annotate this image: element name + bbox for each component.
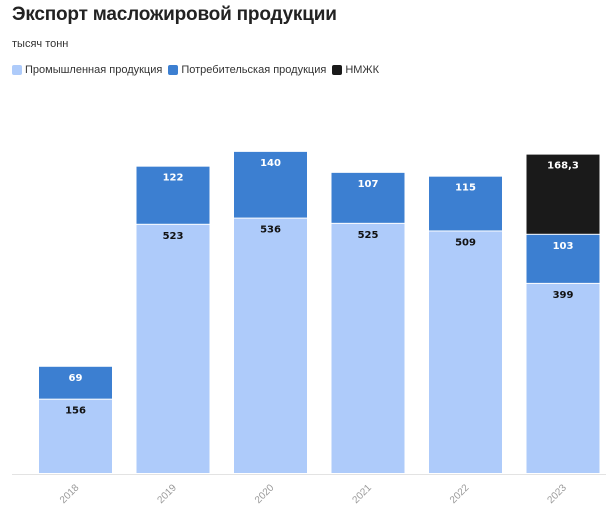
legend-item-industrial: Промышленная продукция [12,64,162,76]
x-tick-label-2022: 2022 [448,482,472,506]
data-label-nmzhk-2023: 168,3 [547,161,579,172]
bar-industrial-2018 [39,399,112,473]
x-tick-label-2020: 2020 [253,482,277,506]
legend-item-nmzhk: НМЖК [332,64,379,76]
data-label-consumer-2020: 140 [260,158,281,169]
legend-swatch-consumer [168,65,179,75]
data-label-industrial-2018: 156 [65,406,86,417]
bar-consumer-2021 [331,172,405,223]
data-label-consumer-2021: 107 [358,179,379,190]
bar-nmzhk-2023 [526,154,600,234]
data-label-consumer-2023: 103 [553,241,574,252]
legend-item-consumer: Потребительская продукция [168,64,326,76]
data-label-consumer-2022: 115 [455,183,476,194]
data-label-industrial-2021: 525 [358,230,379,241]
x-tick-label-2021: 2021 [350,482,374,506]
data-label-consumer-2018: 69 [69,373,83,384]
bar-consumer-2018 [39,366,112,399]
bar-consumer-2022 [429,176,502,231]
data-label-industrial-2022: 509 [455,237,476,248]
bar-industrial-2021 [331,223,405,473]
chart-legend: Промышленная продукция Потребительская п… [12,64,385,76]
chart-title: Экспорт масложировой продукции [12,4,337,25]
x-tick-label-2019: 2019 [155,482,179,506]
bar-industrial-2019 [136,224,210,473]
bar-industrial-2022 [429,231,502,473]
legend-label-nmzhk: НМЖК [345,64,379,76]
bar-industrial-2023 [526,283,600,473]
legend-label-industrial: Промышленная продукция [25,64,163,76]
data-label-industrial-2023: 399 [553,290,574,301]
legend-label-consumer: Потребительская продукция [181,64,327,76]
legend-swatch-industrial [12,65,22,75]
data-label-industrial-2020: 536 [260,225,281,236]
chart-subtitle: тысяч тонн [12,38,69,50]
x-tick-label-2018: 2018 [58,482,82,506]
x-tick-label-2023: 2023 [545,482,569,506]
legend-swatch-nmzhk [332,65,343,75]
bar-industrial-2020 [234,218,307,473]
data-label-consumer-2019: 122 [163,173,184,184]
bar-consumer-2023 [526,234,600,283]
data-label-industrial-2019: 523 [163,231,184,242]
bar-consumer-2019 [136,166,210,224]
bar-consumer-2020 [234,151,307,218]
